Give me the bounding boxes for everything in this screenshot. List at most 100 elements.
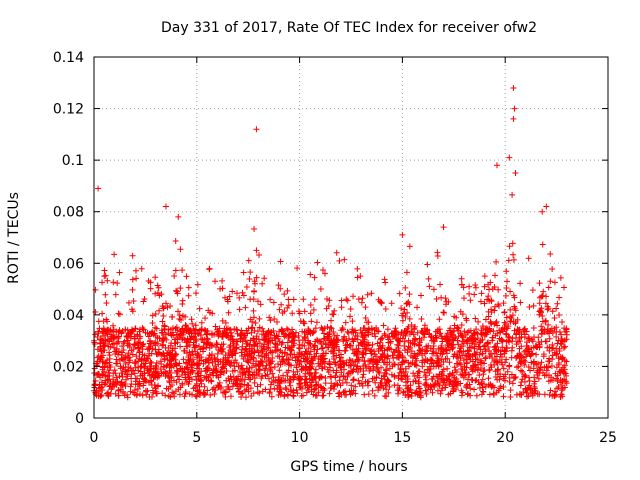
data-point bbox=[128, 306, 135, 313]
data-point bbox=[116, 373, 123, 380]
data-point bbox=[505, 323, 512, 330]
data-point bbox=[350, 376, 357, 383]
data-point bbox=[280, 372, 287, 379]
data-point bbox=[351, 350, 358, 357]
data-point bbox=[263, 350, 270, 357]
data-point bbox=[527, 367, 534, 374]
data-point bbox=[529, 287, 536, 294]
data-point bbox=[521, 378, 528, 385]
data-point bbox=[216, 382, 223, 389]
data-point bbox=[430, 286, 437, 293]
data-point bbox=[492, 357, 499, 364]
data-point bbox=[273, 347, 280, 354]
data-point bbox=[452, 367, 459, 374]
data-point bbox=[463, 315, 470, 322]
data-point bbox=[274, 382, 281, 389]
data-point bbox=[482, 355, 489, 362]
data-point bbox=[313, 319, 320, 326]
data-point bbox=[439, 335, 446, 342]
data-point bbox=[451, 382, 458, 389]
data-point bbox=[551, 315, 558, 321]
data-point bbox=[443, 347, 450, 354]
data-point bbox=[335, 390, 342, 397]
data-point bbox=[491, 321, 498, 328]
data-point bbox=[449, 381, 456, 388]
data-point bbox=[504, 278, 511, 285]
data-point bbox=[562, 329, 569, 336]
data-point bbox=[232, 350, 239, 357]
data-point bbox=[129, 252, 136, 259]
data-point bbox=[218, 341, 225, 348]
data-point bbox=[525, 384, 532, 391]
data-point bbox=[340, 372, 347, 379]
data-point bbox=[373, 366, 380, 373]
data-point bbox=[364, 382, 371, 389]
data-point bbox=[209, 342, 216, 349]
data-point bbox=[171, 273, 178, 280]
data-point bbox=[363, 365, 370, 372]
data-point bbox=[124, 352, 131, 359]
data-point bbox=[555, 337, 562, 344]
data-point bbox=[174, 373, 181, 380]
data-point bbox=[384, 326, 391, 333]
data-point bbox=[167, 375, 174, 382]
data-point bbox=[163, 352, 170, 359]
data-point bbox=[250, 336, 257, 343]
data-point bbox=[406, 363, 413, 370]
data-point bbox=[99, 364, 106, 371]
data-point bbox=[156, 292, 163, 299]
data-point bbox=[330, 356, 337, 363]
data-point bbox=[519, 354, 526, 361]
data-point bbox=[399, 317, 406, 324]
data-point bbox=[432, 328, 439, 335]
data-point bbox=[163, 363, 170, 370]
data-point bbox=[549, 265, 556, 272]
data-point bbox=[284, 345, 291, 352]
data-point bbox=[222, 389, 229, 396]
data-point bbox=[116, 269, 123, 276]
data-point bbox=[529, 338, 536, 345]
data-point bbox=[548, 363, 555, 370]
data-point bbox=[219, 330, 226, 337]
data-points bbox=[91, 84, 570, 401]
data-point bbox=[113, 348, 120, 355]
data-point bbox=[139, 351, 146, 358]
data-point bbox=[257, 381, 264, 388]
data-point bbox=[496, 327, 503, 334]
data-point bbox=[184, 371, 191, 378]
y-tick-label: 0.06 bbox=[53, 256, 84, 272]
data-point bbox=[348, 382, 355, 389]
data-point bbox=[98, 336, 105, 343]
data-point bbox=[172, 345, 179, 352]
data-point bbox=[236, 306, 243, 313]
data-point bbox=[247, 269, 254, 276]
data-point bbox=[99, 279, 106, 286]
data-point bbox=[258, 349, 265, 356]
data-point bbox=[307, 310, 314, 317]
data-point bbox=[500, 300, 507, 307]
data-point bbox=[526, 304, 533, 311]
data-point bbox=[545, 305, 552, 312]
data-point bbox=[263, 333, 270, 340]
data-point bbox=[152, 368, 159, 375]
data-point bbox=[510, 84, 517, 91]
data-point bbox=[298, 376, 305, 383]
data-point bbox=[203, 375, 210, 382]
data-point bbox=[508, 371, 515, 378]
data-point bbox=[460, 357, 467, 364]
data-point bbox=[124, 327, 131, 334]
data-point bbox=[431, 338, 438, 345]
x-tick-label: 20 bbox=[496, 430, 514, 446]
data-point bbox=[551, 279, 558, 286]
data-point bbox=[358, 340, 365, 347]
data-point bbox=[238, 364, 245, 371]
data-point bbox=[436, 316, 443, 323]
data-point bbox=[166, 357, 173, 364]
data-point bbox=[251, 375, 258, 382]
data-point bbox=[185, 381, 192, 388]
data-point bbox=[435, 362, 442, 369]
data-point bbox=[331, 382, 338, 389]
data-point bbox=[461, 295, 468, 302]
data-point bbox=[225, 383, 232, 390]
data-point bbox=[485, 293, 492, 300]
